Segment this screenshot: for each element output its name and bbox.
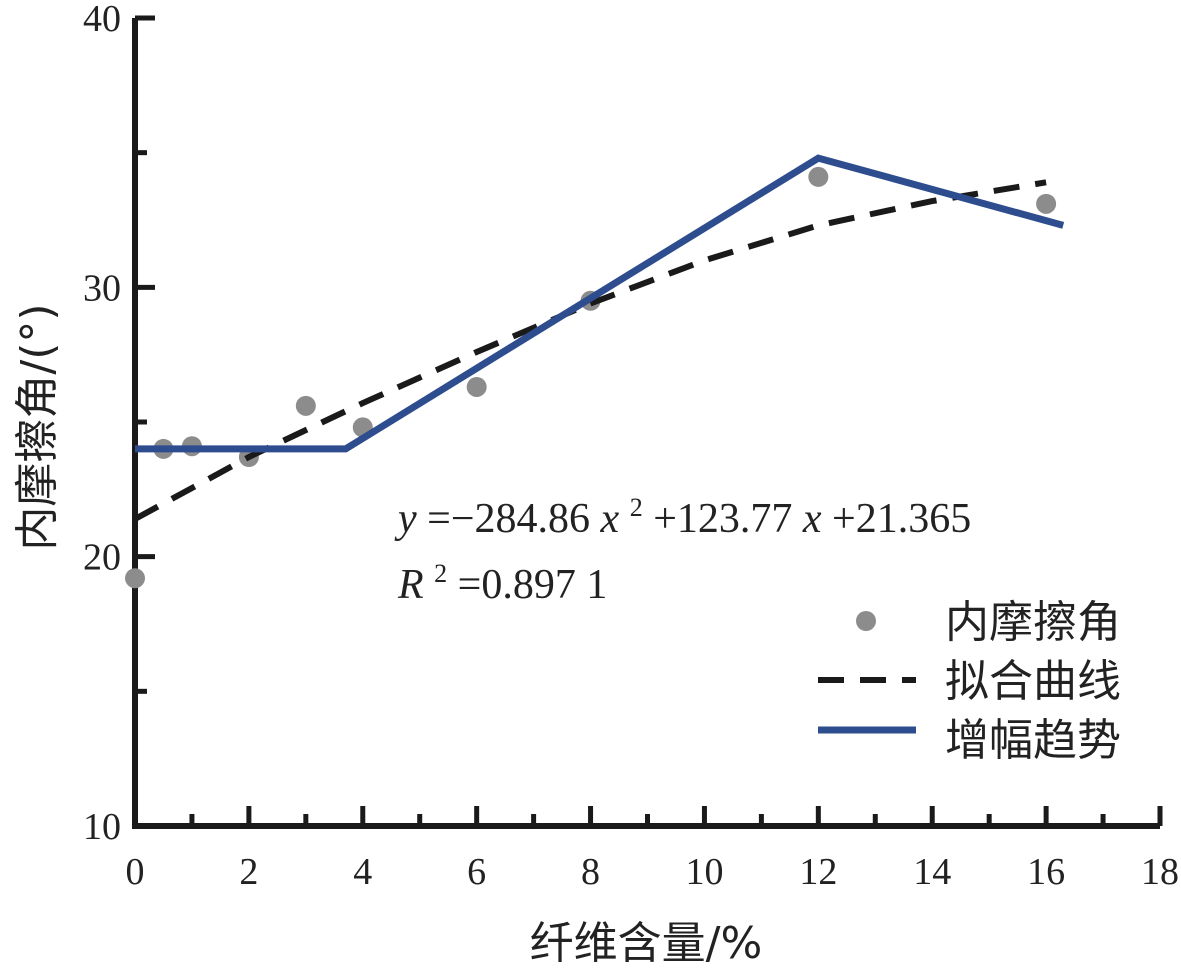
data-point (125, 568, 145, 589)
r-squared-r: R (397, 562, 424, 608)
equation-x1: x (600, 496, 620, 542)
data-point (466, 376, 487, 397)
data-point (295, 395, 316, 416)
equation-exponent: 2 (630, 493, 643, 522)
y-axis-title: 内摩擦角/(°) (12, 303, 63, 550)
legend-marker-points (856, 611, 876, 631)
legend: 内摩擦角 拟合曲线 增幅趋势 (818, 597, 1121, 766)
fit-curve (133, 179, 1047, 522)
x-tick-label: 16 (1027, 851, 1065, 893)
trend-line (135, 154, 1065, 453)
x-tick-label: 8 (581, 851, 600, 893)
equation-y: y (394, 496, 417, 542)
y-tick-label: 40 (83, 0, 121, 40)
axes (132, 18, 1160, 829)
equation-coef-a: =−284.86 (427, 496, 590, 542)
equation-intercept: +21.365 (832, 496, 971, 542)
x-tick-label: 4 (353, 851, 372, 893)
legend-label-trend: 增幅趋势 (945, 715, 1121, 766)
x-tick-label: 2 (239, 851, 258, 893)
r-squared: R 2 =0.897 1 (397, 546, 607, 608)
y-tick-label: 30 (83, 267, 121, 309)
series-layer (125, 154, 1065, 589)
y-tick-label: 10 (83, 806, 121, 848)
equation-coef-b: +123.77 (653, 496, 792, 542)
y-axis-ticks: 10 20 30 40 (83, 0, 155, 848)
r-squared-exponent: 2 (434, 559, 447, 588)
x-axis-ticks: 0 2 4 6 8 10 12 14 16 18 (126, 806, 1179, 893)
x-tick-label: 6 (467, 851, 486, 893)
data-point (1036, 193, 1057, 214)
x-tick-label: 14 (913, 851, 951, 893)
x-tick-label: 12 (799, 851, 837, 893)
x-axis-title: 纤维含量/% (530, 918, 763, 969)
legend-label-points: 内摩擦角 (945, 597, 1121, 648)
legend-label-fit: 拟合曲线 (945, 656, 1121, 707)
x-tick-label: 0 (126, 851, 145, 893)
regression-equation: y =−284.86 x 2 +123.77 x +21.365 (394, 480, 971, 542)
equation-x2: x (802, 496, 822, 542)
y-tick-label: 20 (83, 537, 121, 579)
x-tick-label: 10 (685, 851, 723, 893)
x-tick-label: 18 (1141, 851, 1179, 893)
data-point (808, 166, 829, 187)
r-squared-value: =0.897 1 (458, 562, 608, 608)
